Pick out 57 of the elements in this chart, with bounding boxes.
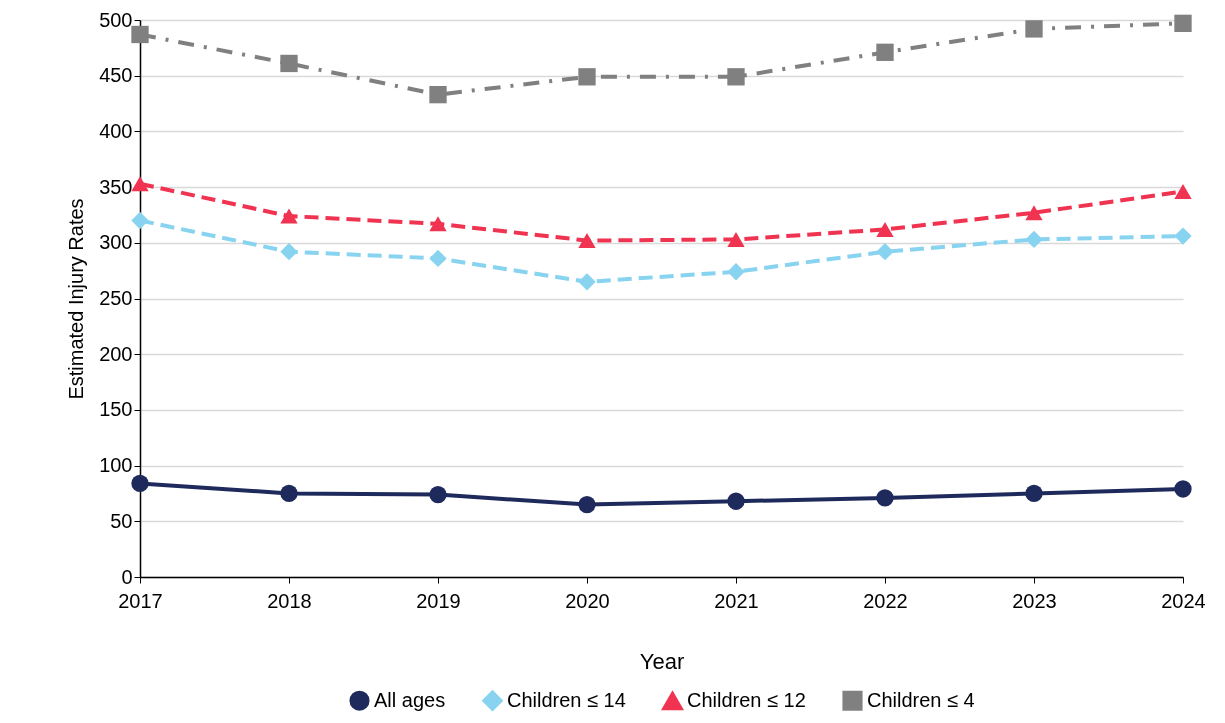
point	[876, 243, 894, 261]
y-tick-label: 500	[99, 8, 133, 31]
point	[429, 249, 447, 268]
point	[727, 263, 745, 281]
point	[1174, 184, 1192, 200]
point	[578, 233, 596, 249]
point	[578, 273, 596, 291]
y-tick-label: 150	[99, 398, 133, 421]
point	[578, 68, 596, 86]
point	[1025, 230, 1043, 249]
point	[1025, 205, 1043, 221]
y-tick-label: 100	[99, 454, 133, 477]
point	[578, 495, 596, 514]
point	[280, 484, 298, 503]
y-tick-label: 300	[99, 231, 133, 254]
y-tick-label: 400	[99, 119, 133, 142]
point	[1174, 480, 1192, 498]
x-tick-label: 2021	[714, 589, 759, 612]
x-tick-label: 2022	[863, 589, 908, 612]
x-tick-label: 2018	[267, 589, 312, 612]
x-tick-label: 2020	[565, 589, 610, 612]
point	[131, 176, 149, 192]
point	[876, 43, 894, 61]
y-tick-label: 450	[99, 64, 133, 87]
y-tick-label: 350	[99, 175, 133, 198]
point	[727, 492, 745, 510]
y-tick-label: 0	[121, 565, 133, 588]
legend-label: Children ≤ 12	[687, 689, 806, 712]
point	[1174, 227, 1192, 245]
point	[1025, 484, 1043, 503]
point	[1174, 14, 1192, 32]
y-axis-title: Estimated Injury Rates	[65, 198, 88, 400]
x-tick-label: 2017	[118, 589, 163, 612]
x-tick-label: 2019	[416, 589, 461, 612]
point	[131, 211, 149, 230]
legend-label: Children ≤ 4	[867, 688, 975, 711]
point	[876, 489, 894, 507]
y-tick-label: 250	[99, 287, 133, 309]
point	[280, 208, 298, 224]
point	[131, 474, 149, 493]
point	[727, 68, 745, 86]
point	[429, 85, 447, 104]
point	[280, 243, 298, 261]
legend-label: Children ≤ 14	[507, 688, 626, 711]
point	[131, 25, 149, 44]
x-tick-label: 2023	[1012, 589, 1057, 612]
point	[876, 221, 894, 237]
point	[429, 485, 447, 504]
point	[429, 216, 447, 232]
y-tick-label: 200	[99, 342, 133, 365]
x-axis-title: Year	[639, 648, 685, 674]
y-tick-label: 50	[110, 509, 133, 532]
point	[280, 54, 298, 73]
legend-label: All ages	[374, 688, 446, 711]
point	[1025, 20, 1043, 38]
point	[727, 231, 745, 247]
x-tick-label: 2024	[1161, 589, 1206, 612]
